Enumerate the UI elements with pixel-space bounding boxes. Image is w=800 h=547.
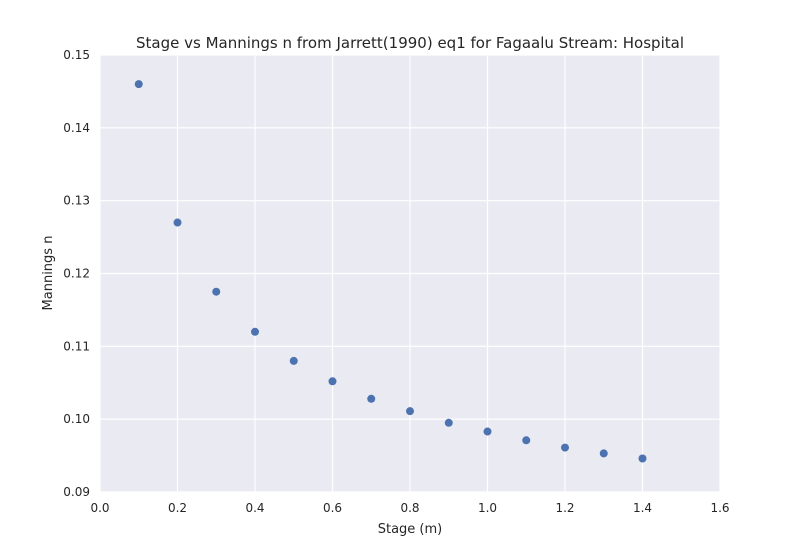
gridlines	[99, 54, 721, 493]
data-point	[522, 436, 531, 445]
y-axis-label: Mannings n	[41, 236, 56, 311]
scatter-points	[134, 80, 647, 463]
y-tick-label: 0.15	[63, 48, 90, 62]
y-tick-label: 0.13	[63, 194, 90, 208]
x-axis-label: Stage (m)	[378, 522, 443, 537]
chart-title: Stage vs Mannings n from Jarrett(1990) e…	[136, 34, 684, 52]
data-point	[251, 327, 259, 336]
y-tick-label: 0.10	[63, 412, 90, 426]
data-point	[134, 80, 143, 89]
x-tick-label: 0.4	[245, 501, 264, 515]
data-point	[367, 394, 376, 403]
y-tick-label: 0.12	[63, 267, 90, 281]
data-point	[483, 427, 492, 436]
x-tick-label: 0.6	[323, 501, 342, 515]
x-tick-label: 0.2	[168, 501, 187, 515]
data-point	[212, 287, 221, 296]
y-tick-label: 0.09	[63, 485, 90, 499]
data-point	[328, 377, 337, 386]
data-point	[289, 356, 298, 365]
x-tick-label: 0.0	[90, 501, 109, 515]
y-tick-label: 0.11	[63, 339, 90, 353]
data-point	[406, 407, 414, 416]
x-tick-label: 1.0	[478, 501, 497, 515]
x-tick-label: 0.8	[400, 501, 419, 515]
x-tick-label: 1.2	[555, 501, 574, 515]
data-point	[638, 454, 647, 463]
y-tick-label: 0.14	[63, 121, 90, 135]
y-axis-ticks: 0.09 0.10 0.11 0.12 0.13 0.14 0.15	[63, 48, 90, 499]
x-tick-label: 1.4	[633, 501, 652, 515]
x-axis-ticks: 0.0 0.2 0.4 0.6 0.8 1.0 1.2 1.4 1.6	[90, 501, 729, 515]
data-point	[561, 443, 569, 452]
data-point	[444, 418, 453, 427]
data-point	[599, 449, 608, 458]
x-tick-label: 1.6	[710, 501, 729, 515]
data-point	[173, 218, 182, 227]
